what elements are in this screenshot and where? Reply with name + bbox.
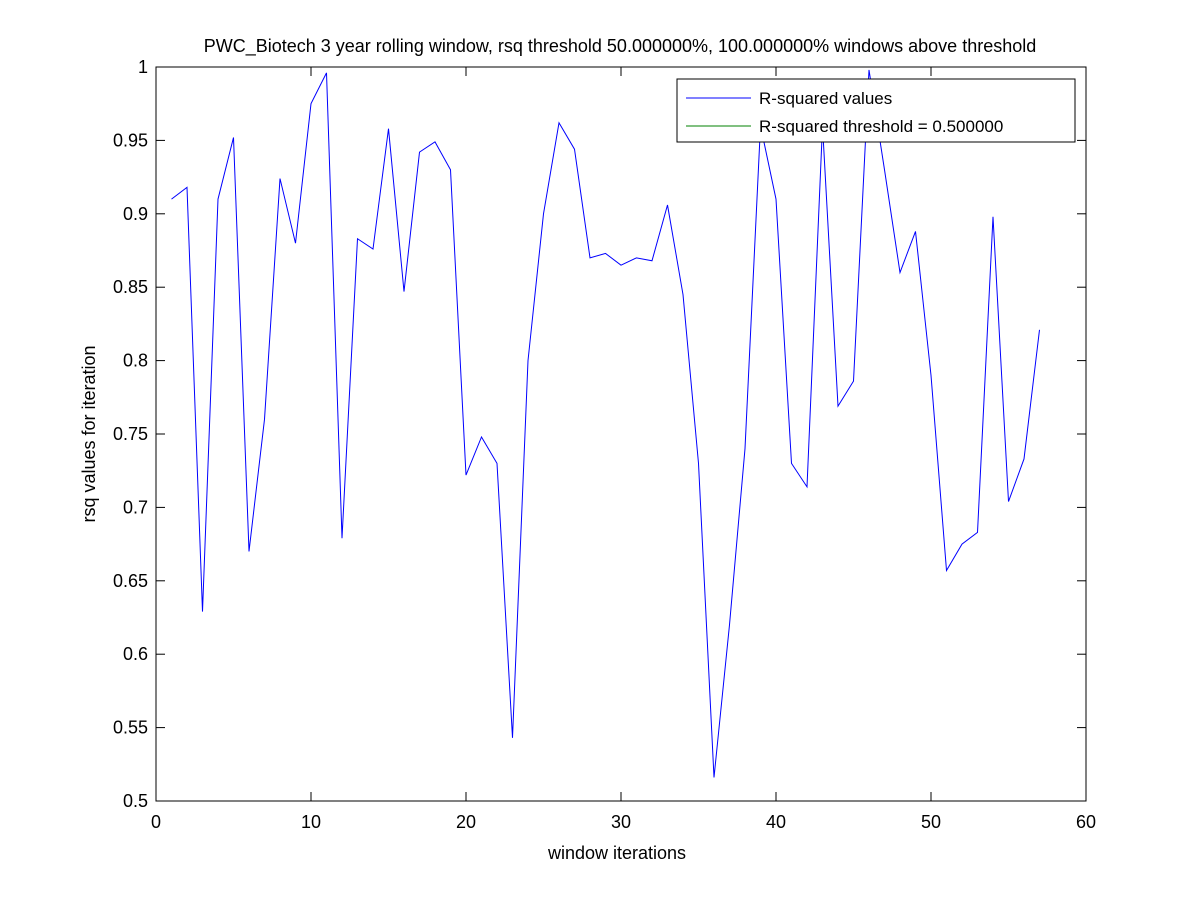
y-tick-label: 0.6: [123, 644, 148, 664]
x-tick-label: 20: [456, 812, 476, 832]
y-tick-label: 0.55: [113, 718, 148, 738]
y-tick-label: 0.65: [113, 571, 148, 591]
legend-entry-1: R-squared values: [759, 89, 892, 108]
y-tick-label: 0.85: [113, 277, 148, 297]
chart-title: PWC_Biotech 3 year rolling window, rsq t…: [204, 36, 1037, 57]
x-tick-label: 40: [766, 812, 786, 832]
x-tick-label: 60: [1076, 812, 1096, 832]
y-axis-label: rsq values for iteration: [79, 345, 99, 522]
x-tick-label: 0: [151, 812, 161, 832]
ticks-layer: 0 10 20 30 40 50 60 0.5 0.55 0.6 0.65 0.7 0.75 0.8 0.8…: [113, 57, 1096, 832]
x-tick-label: 30: [611, 812, 631, 832]
y-tick-label: 0.75: [113, 424, 148, 444]
series-line-1: [171, 69, 1040, 778]
x-tick-label: 50: [921, 812, 941, 832]
legend: R-squared values R-squared threshold = 0.…: [676, 78, 1076, 143]
legend-entry-2: R-squared threshold = 0.500000: [759, 117, 1003, 136]
y-tick-label: 0.7: [123, 497, 148, 517]
y-tick-label: 1: [138, 57, 148, 77]
y-tick-label: 0.9: [123, 204, 148, 224]
legend-box: [676, 78, 1076, 143]
x-tick-label: 10: [301, 812, 321, 832]
y-tick-label: 0.8: [123, 351, 148, 371]
plot-area: [156, 67, 1086, 801]
y-tick-label: 0.95: [113, 130, 148, 150]
y-tick-label: 0.5: [123, 791, 148, 811]
x-axis-label: window iterations: [547, 843, 686, 863]
